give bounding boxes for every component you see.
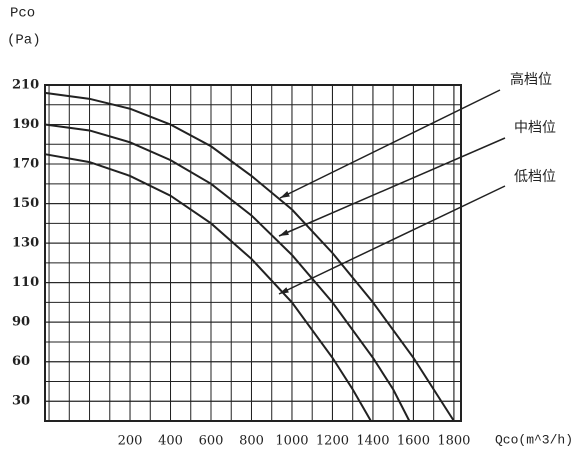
x-tick-label: 1400 — [356, 434, 389, 449]
arrow-head — [280, 191, 290, 198]
x-tick-label: 1000 — [275, 434, 308, 449]
arrow-line — [278, 137, 506, 237]
y-tick-label: 150 — [12, 196, 39, 211]
x-tick-label: 800 — [239, 434, 264, 449]
curve — [44, 91, 455, 422]
y-tick-label: 190 — [12, 117, 39, 132]
y-axis-title: Pco — [10, 6, 35, 22]
y-tick-label: 60 — [12, 354, 30, 369]
y-tick-label: 30 — [12, 394, 30, 409]
x-tick-label: 1800 — [437, 434, 470, 449]
arrow-line — [279, 89, 501, 199]
arrow-head — [279, 229, 289, 236]
y-tick-label: 170 — [12, 157, 39, 172]
y-tick-label: 130 — [12, 236, 39, 251]
y-axis-unit: (Pa) — [7, 33, 41, 49]
curve — [44, 153, 372, 422]
x-tick-label: 1600 — [397, 434, 430, 449]
series-label: 低档位 — [514, 169, 556, 185]
y-tick-label: 110 — [12, 275, 39, 290]
x-tick-label: 200 — [118, 434, 143, 449]
x-axis-title: Qco(m^3/h) — [495, 432, 573, 447]
x-tick-label: 400 — [158, 434, 183, 449]
curve — [44, 123, 411, 422]
series-label: 高档位 — [510, 71, 552, 88]
arrow-head — [279, 287, 289, 294]
x-tick-label: 1200 — [316, 434, 349, 449]
series-label: 中档位 — [514, 120, 556, 136]
y-tick-label: 210 — [12, 78, 39, 93]
arrow-line — [278, 185, 506, 295]
x-tick-label: 600 — [199, 434, 224, 449]
y-tick-label: 90 — [12, 315, 30, 330]
